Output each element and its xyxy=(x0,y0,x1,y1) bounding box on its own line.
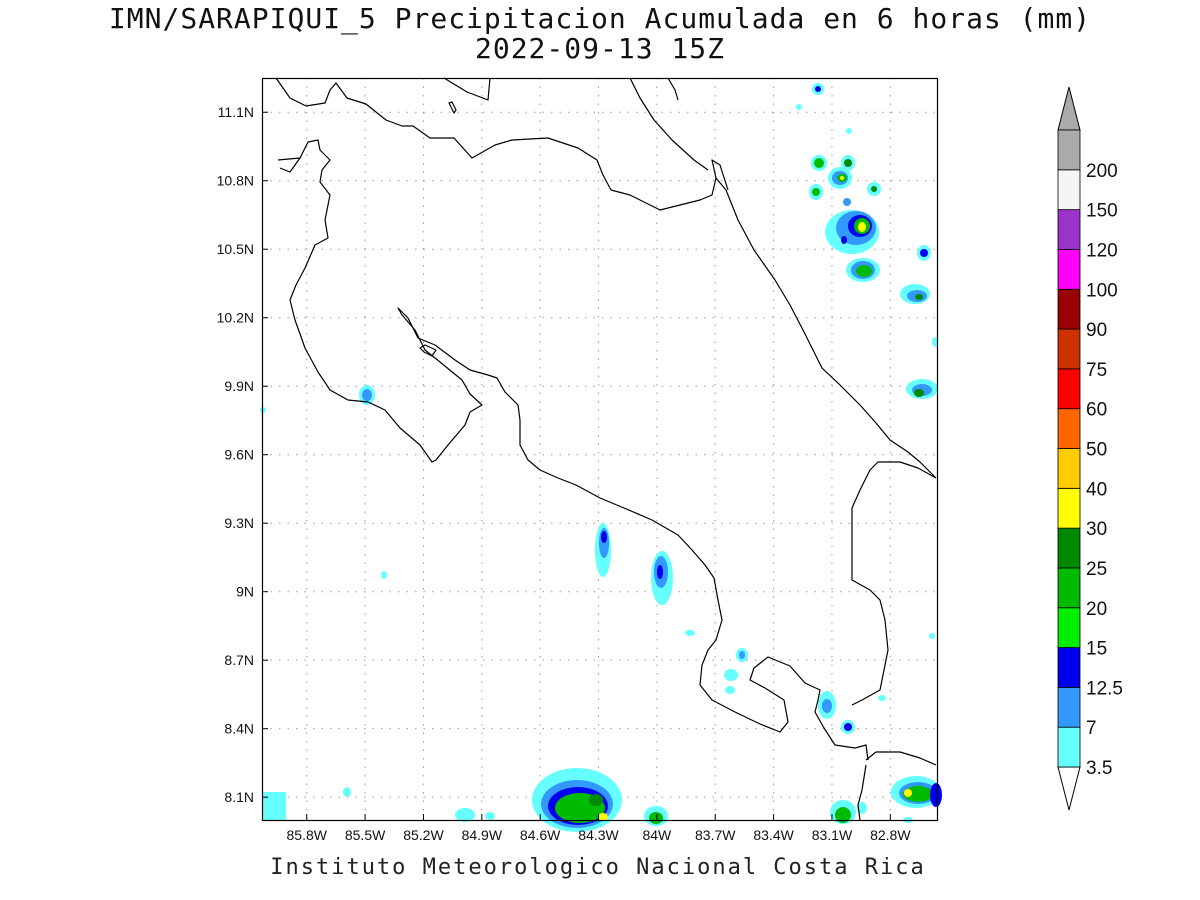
colorbar-swatch xyxy=(1057,129,1081,171)
latitude-tick-labels: 8.1N 8.4N 8.7N 9N 9.3N 9.6N 9.9N 10.2N 10.5N 10.8… xyxy=(217,104,268,805)
map-datetime: 2022-09-13 15Z xyxy=(474,32,725,65)
x-tick-label: 84.3W xyxy=(578,827,619,843)
colorbar-label: 120 xyxy=(1086,240,1118,261)
colorbar-swatch xyxy=(1057,567,1081,609)
colorbar-swatch xyxy=(1057,686,1081,728)
graticule xyxy=(262,78,937,820)
colorbar-label: 15 xyxy=(1086,639,1107,660)
colorbar-label: 20 xyxy=(1086,599,1107,620)
colorbar-bottom-arrow xyxy=(1057,766,1081,811)
y-tick-label: 9N xyxy=(236,584,254,600)
colorbar-label: 90 xyxy=(1086,320,1107,341)
colorbar-label: 150 xyxy=(1086,201,1118,222)
y-tick-label: 8.1N xyxy=(224,789,254,805)
x-tick-label: 83.1W xyxy=(812,827,853,843)
x-tick-label: 84W xyxy=(642,827,672,843)
colorbar-swatch xyxy=(1057,328,1081,370)
colorbar-label: 200 xyxy=(1086,161,1118,182)
y-tick-label: 8.7N xyxy=(224,652,254,668)
colorbar-label: 12.5 xyxy=(1086,678,1123,699)
colorbar-swatch xyxy=(1057,249,1081,290)
x-tick-label: 85.5W xyxy=(345,827,386,843)
precipitation-colorbar: 3.5 7 12.5 15 20 25 30 40 50 60 75 90 100 120 150 200 xyxy=(1057,86,1123,811)
colorbar-swatch xyxy=(1057,527,1081,569)
colorbar-label: 50 xyxy=(1086,440,1107,461)
colorbar-label: 25 xyxy=(1086,559,1107,580)
colorbar-label: 60 xyxy=(1086,400,1107,421)
precipitation-areas xyxy=(260,83,942,832)
x-tick-label: 84.9W xyxy=(462,827,503,843)
colorbar-swatch xyxy=(1057,726,1081,768)
colorbar-label: 75 xyxy=(1086,360,1107,381)
x-tick-label: 82.8W xyxy=(870,827,911,843)
colorbar-swatch xyxy=(1057,607,1081,648)
y-tick-label: 9.6N xyxy=(224,447,254,463)
x-tick-label: 84.6W xyxy=(520,827,561,843)
x-tick-label: 85.8W xyxy=(287,827,328,843)
colorbar-label: 30 xyxy=(1086,519,1107,540)
coastline xyxy=(275,77,937,821)
colorbar-swatch xyxy=(1057,169,1081,211)
y-tick-label: 10.8N xyxy=(217,173,254,189)
map-frame xyxy=(261,77,939,822)
colorbar-label: 100 xyxy=(1086,280,1118,301)
y-tick-label: 10.2N xyxy=(217,310,254,326)
y-tick-label: 9.9N xyxy=(224,378,254,394)
map-title: IMN/SARAPIQUI_5 Precipitacion Acumulada … xyxy=(108,2,1092,35)
colorbar-label: 40 xyxy=(1086,479,1107,500)
x-tick-label: 83.4W xyxy=(753,827,794,843)
y-tick-label: 8.4N xyxy=(224,721,254,737)
colorbar-swatch xyxy=(1057,209,1081,250)
colorbar-swatch xyxy=(1057,487,1081,529)
colorbar-swatch xyxy=(1057,368,1081,410)
colorbar-top-arrow xyxy=(1057,86,1081,131)
colorbar-swatch xyxy=(1057,448,1081,489)
colorbar-label: 3.5 xyxy=(1086,758,1112,779)
x-tick-label: 85.2W xyxy=(403,827,444,843)
y-tick-label: 9.3N xyxy=(224,515,254,531)
colorbar-label: 7 xyxy=(1086,718,1097,739)
institution-credit: Instituto Meteorologico Nacional Costa R… xyxy=(270,855,926,880)
y-tick-label: 10.5N xyxy=(217,241,254,257)
y-tick-label: 11.1N xyxy=(218,104,254,120)
colorbar-swatch xyxy=(1057,288,1081,330)
colorbar-swatch xyxy=(1057,408,1081,449)
x-tick-label: 83.7W xyxy=(695,827,736,843)
colorbar-swatch xyxy=(1057,647,1081,688)
longitude-tick-labels: 85.8W 85.5W 85.2W 84.9W 84.6W 84.3W 84W 83.7W 83… xyxy=(287,814,911,843)
